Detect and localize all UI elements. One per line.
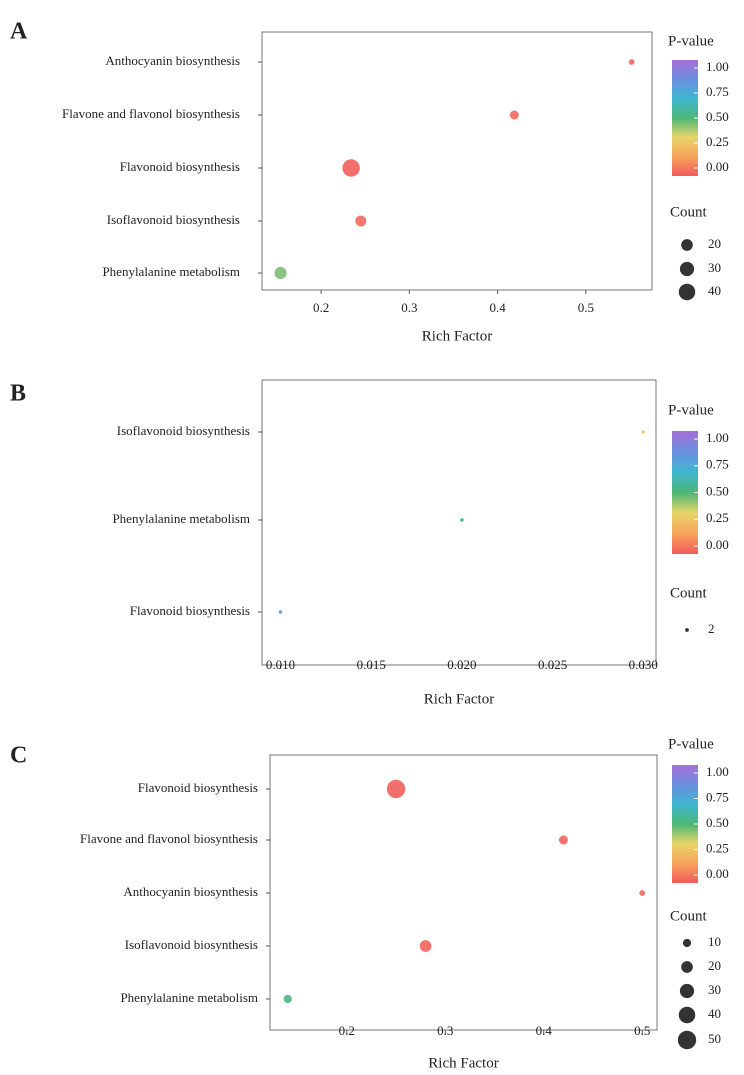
bubble: [558, 835, 568, 845]
size-label: 2: [708, 621, 715, 636]
x-tick-label: 0.025: [538, 657, 567, 672]
x-tick-label: 0.020: [447, 657, 476, 672]
colorbar-label: 0.50: [706, 815, 729, 830]
panel-label: B: [10, 381, 26, 407]
colorbar-label: 0.75: [706, 84, 729, 99]
x-tick-label: 0.030: [629, 657, 658, 672]
plot-frame: [269, 754, 658, 1031]
size-key: [681, 961, 693, 973]
colorbar-label: 1.00: [706, 430, 729, 445]
bubble: [509, 110, 519, 120]
panel-label: C: [10, 743, 27, 769]
x-tick-label: 0.4: [536, 1023, 553, 1038]
size-label: 20: [708, 236, 721, 251]
y-tick-label: Flavonoid biosynthesis: [130, 603, 250, 618]
size-key: [679, 261, 695, 277]
size-label: 50: [708, 1031, 721, 1046]
x-tick-label: 0.3: [437, 1023, 453, 1038]
colorbar-label: 0.50: [706, 109, 729, 124]
colorbar: [672, 60, 698, 176]
colorbar-label: 0.50: [706, 483, 729, 498]
x-axis-title: Rich Factor: [424, 691, 494, 707]
size-key: [681, 239, 693, 251]
colorbar: [672, 431, 698, 554]
y-tick-label: Phenylalanine metabolism: [120, 990, 258, 1005]
y-tick-label: Flavonoid biosynthesis: [120, 159, 240, 174]
x-axis-title: Rich Factor: [428, 1055, 498, 1071]
bubble: [641, 430, 646, 434]
colorbar-label: 0.25: [706, 510, 729, 525]
y-tick-label: Flavone and flavonol biosynthesis: [62, 106, 240, 121]
size-key: [682, 938, 692, 948]
size-key: [678, 283, 696, 301]
y-tick-label: Flavonoid biosynthesis: [138, 780, 258, 795]
y-tick-label: Flavone and flavonol biosynthesis: [80, 831, 258, 846]
colorbar: [672, 765, 698, 883]
y-tick-label: Isoflavonoid biosynthesis: [117, 423, 250, 438]
colorbar-label: 0.00: [706, 866, 729, 881]
y-tick-label: Phenylalanine metabolism: [102, 264, 240, 279]
x-tick-label: 0.010: [266, 657, 295, 672]
legend-title: Count: [670, 585, 708, 601]
y-tick-label: Isoflavonoid biosynthesis: [125, 937, 258, 952]
colorbar-label: 1.00: [706, 764, 729, 779]
bubble: [628, 59, 635, 65]
legend-title: Count: [670, 204, 708, 220]
size-key: [685, 628, 689, 632]
bubble: [342, 159, 360, 177]
x-tick-label: 0.015: [357, 657, 386, 672]
size-key: [677, 1030, 697, 1050]
y-tick-label: Anthocyanin biosynthesis: [105, 53, 240, 68]
colorbar-label: 1.00: [706, 59, 729, 74]
bubble: [274, 266, 287, 280]
legend-title: P-value: [668, 736, 714, 752]
size-key: [679, 983, 695, 999]
x-tick-label: 0.5: [634, 1023, 650, 1038]
legend-title: P-value: [668, 402, 714, 418]
bubble: [639, 890, 646, 896]
colorbar-label: 0.00: [706, 537, 729, 552]
x-axis-title: Rich Factor: [422, 328, 492, 344]
y-tick-label: Anthocyanin biosynthesis: [123, 884, 258, 899]
legend-title: Count: [670, 908, 708, 924]
size-label: 10: [708, 934, 721, 949]
x-tick-label: 0.2: [339, 1023, 355, 1038]
bubble: [355, 215, 367, 227]
colorbar-label: 0.25: [706, 134, 729, 149]
x-tick-label: 0.2: [313, 300, 329, 315]
colorbar-label: 0.75: [706, 789, 729, 804]
bubble: [460, 518, 464, 522]
plot-frame: [261, 31, 653, 291]
bubble: [278, 610, 283, 614]
y-tick-label: Isoflavonoid biosynthesis: [107, 212, 240, 227]
legend-title: P-value: [668, 33, 714, 49]
x-tick-label: 0.3: [401, 300, 417, 315]
bubble: [419, 940, 432, 952]
size-label: 20: [708, 958, 721, 973]
size-label: 40: [708, 283, 721, 298]
bubble: [283, 994, 292, 1004]
x-tick-label: 0.4: [489, 300, 506, 315]
colorbar-label: 0.00: [706, 159, 729, 174]
colorbar-label: 0.25: [706, 840, 729, 855]
panel-label: A: [10, 19, 28, 45]
size-key: [678, 1006, 696, 1024]
size-label: 30: [708, 260, 721, 275]
size-label: 40: [708, 1006, 721, 1021]
y-tick-label: Phenylalanine metabolism: [112, 511, 250, 526]
plot-frame: [261, 379, 657, 666]
colorbar-label: 0.75: [706, 457, 729, 472]
size-label: 30: [708, 982, 721, 997]
x-tick-label: 0.5: [578, 300, 594, 315]
bubble: [386, 779, 406, 799]
